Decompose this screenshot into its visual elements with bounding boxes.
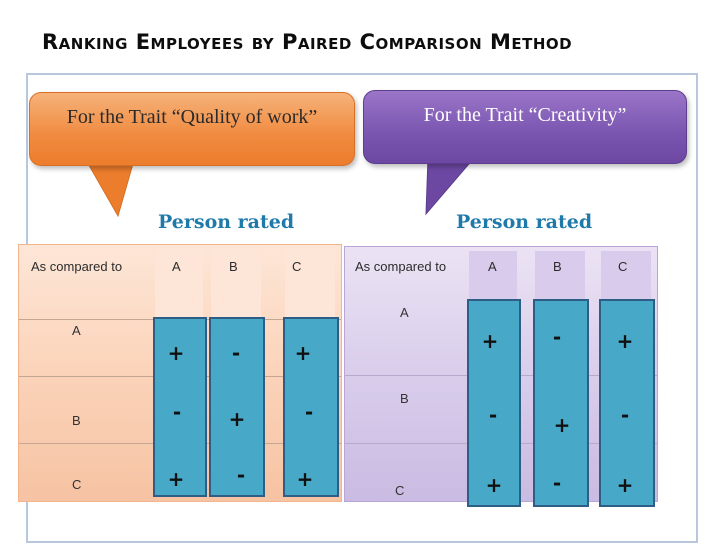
row-label-c: C: [72, 477, 82, 492]
callout-quality-text: For the Trait “Quality of work”: [66, 106, 318, 128]
heading-person-rated-left: Person rated: [158, 211, 295, 233]
column-head-b: [211, 249, 261, 317]
column-c: [599, 299, 655, 507]
cell-b-a: -: [488, 403, 498, 427]
callout-creativity-text: For the Trait “Creativity”: [423, 104, 627, 126]
column-label-b: B: [553, 259, 562, 274]
row-label-a: A: [400, 305, 409, 320]
cell-b-c: -: [620, 403, 630, 427]
column-label-c: C: [618, 259, 628, 274]
cell-a-a: +: [481, 329, 499, 353]
column-head-a: [155, 249, 203, 317]
cell-b-c: -: [304, 400, 314, 424]
column-b: [209, 317, 265, 497]
cell-b-a: -: [172, 400, 182, 424]
heading-person-rated-right: Person rated: [456, 211, 593, 233]
callout-tail-right: [425, 158, 475, 216]
cell-a-c: +: [294, 341, 312, 365]
row-label-c: C: [395, 483, 405, 498]
as-compared-to-label: As compared to: [355, 259, 447, 274]
column-head-c: [285, 249, 335, 317]
callout-quality-of-work: For the Trait “Quality of work”: [29, 92, 355, 166]
row-label-b: B: [72, 413, 81, 428]
row-label-b: B: [400, 391, 409, 406]
callout-creativity: For the Trait “Creativity”: [363, 90, 687, 164]
as-compared-to-label: As compared to: [31, 259, 123, 274]
cell-b-b: +: [228, 407, 246, 431]
cell-a-c: +: [616, 329, 634, 353]
cell-c-c: +: [616, 473, 634, 497]
column-a: [467, 299, 521, 507]
slide-title: Ranking Employees by Paired Comparison M…: [42, 30, 573, 54]
cell-c-a: +: [167, 467, 185, 491]
column-label-c: C: [292, 259, 302, 274]
column-c: [283, 317, 339, 497]
column-label-b: B: [229, 259, 238, 274]
cell-c-b: -: [552, 471, 562, 495]
cell-a-b: -: [552, 325, 562, 349]
comparison-table-quality: As compared to A B C A B C + - + - + - +…: [18, 244, 342, 502]
callout-tail-left: [85, 160, 135, 218]
column-a: [153, 317, 207, 497]
column-head-c: [601, 251, 651, 299]
row-label-a: A: [72, 323, 81, 338]
cell-a-a: +: [167, 341, 185, 365]
column-label-a: A: [172, 259, 181, 274]
comparison-table-creativity: As compared to A B C A B C + - + - + - +…: [344, 246, 658, 507]
column-head-a: [469, 251, 517, 299]
cell-c-a: +: [485, 473, 503, 497]
cell-c-b: -: [236, 463, 246, 487]
cell-a-b: -: [231, 341, 241, 365]
column-label-a: A: [488, 259, 497, 274]
column-head-b: [535, 251, 585, 299]
cell-c-c: +: [296, 467, 314, 491]
column-b: [533, 299, 589, 507]
cell-b-b: +: [553, 413, 571, 437]
